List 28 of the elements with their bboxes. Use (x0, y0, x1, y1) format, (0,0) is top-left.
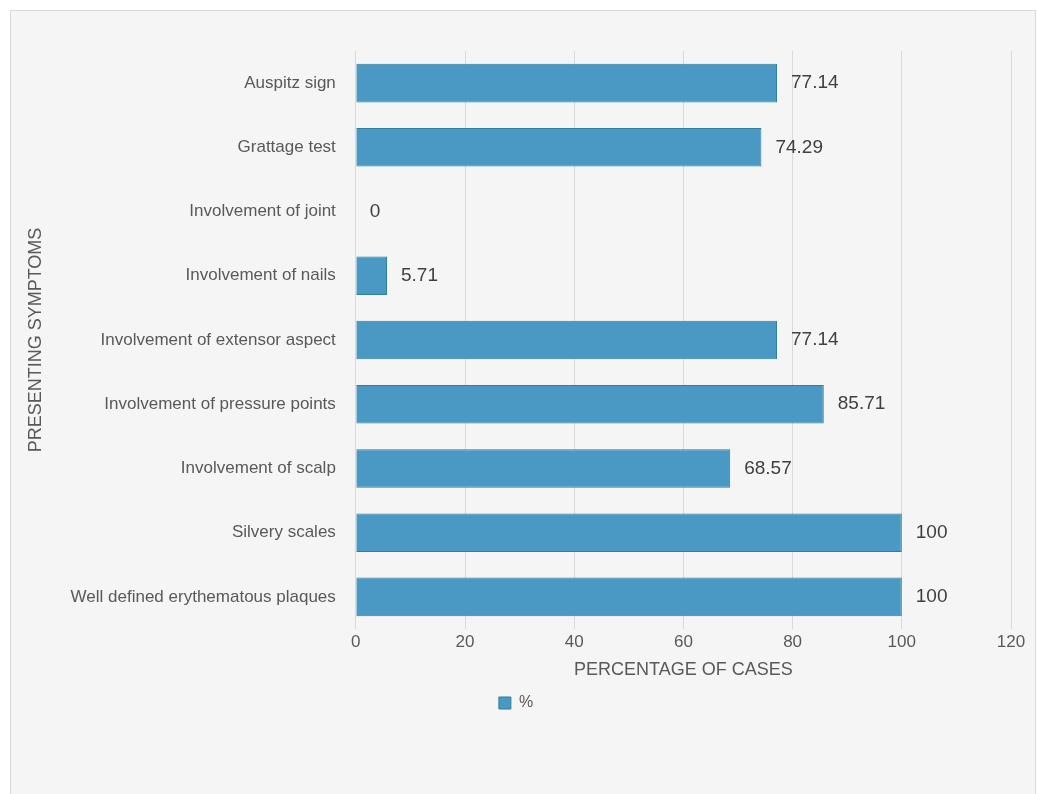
data-label: 100 (915, 520, 948, 542)
y-tick-label: Auspitz sign (244, 72, 336, 92)
legend-label: % (518, 693, 534, 711)
data-label: 85.71 (837, 392, 886, 414)
y-axis-title: PRESENTING SYMPTOMS (24, 227, 45, 453)
y-tick-label: Involvement of scalp (180, 458, 336, 478)
y-tick-label: Silvery scales (231, 522, 336, 542)
y-tick-label: Involvement of extensor aspect (100, 329, 337, 349)
data-label: 5.71 (401, 264, 438, 286)
data-label: 0 (369, 199, 381, 221)
data-label: 74.29 (775, 135, 823, 157)
x-axis-title: PERCENTAGE OF CASES (574, 659, 793, 680)
y-tick-label: Grattage test (237, 137, 337, 157)
data-label: 68.57 (744, 456, 792, 478)
x-tick-label: 0 (351, 631, 361, 651)
y-tick-label: Well defined erythematous plaques (70, 586, 336, 606)
x-tick-label: 40 (564, 631, 584, 651)
data-label: 77.14 (791, 71, 839, 93)
y-tick-label: Involvement of nails (185, 265, 336, 285)
y-tick-label: Involvement of pressure points (104, 393, 336, 413)
x-tick-label: 120 (996, 631, 1026, 651)
x-tick-label: 80 (783, 631, 803, 651)
y-tick-label: Involvement of joint (189, 201, 337, 221)
data-label: 77.14 (791, 328, 839, 350)
x-tick-label: 100 (887, 631, 916, 651)
data-label: 100 (915, 585, 948, 607)
x-tick-label: 20 (455, 631, 475, 651)
x-tick-label: 60 (673, 631, 693, 651)
